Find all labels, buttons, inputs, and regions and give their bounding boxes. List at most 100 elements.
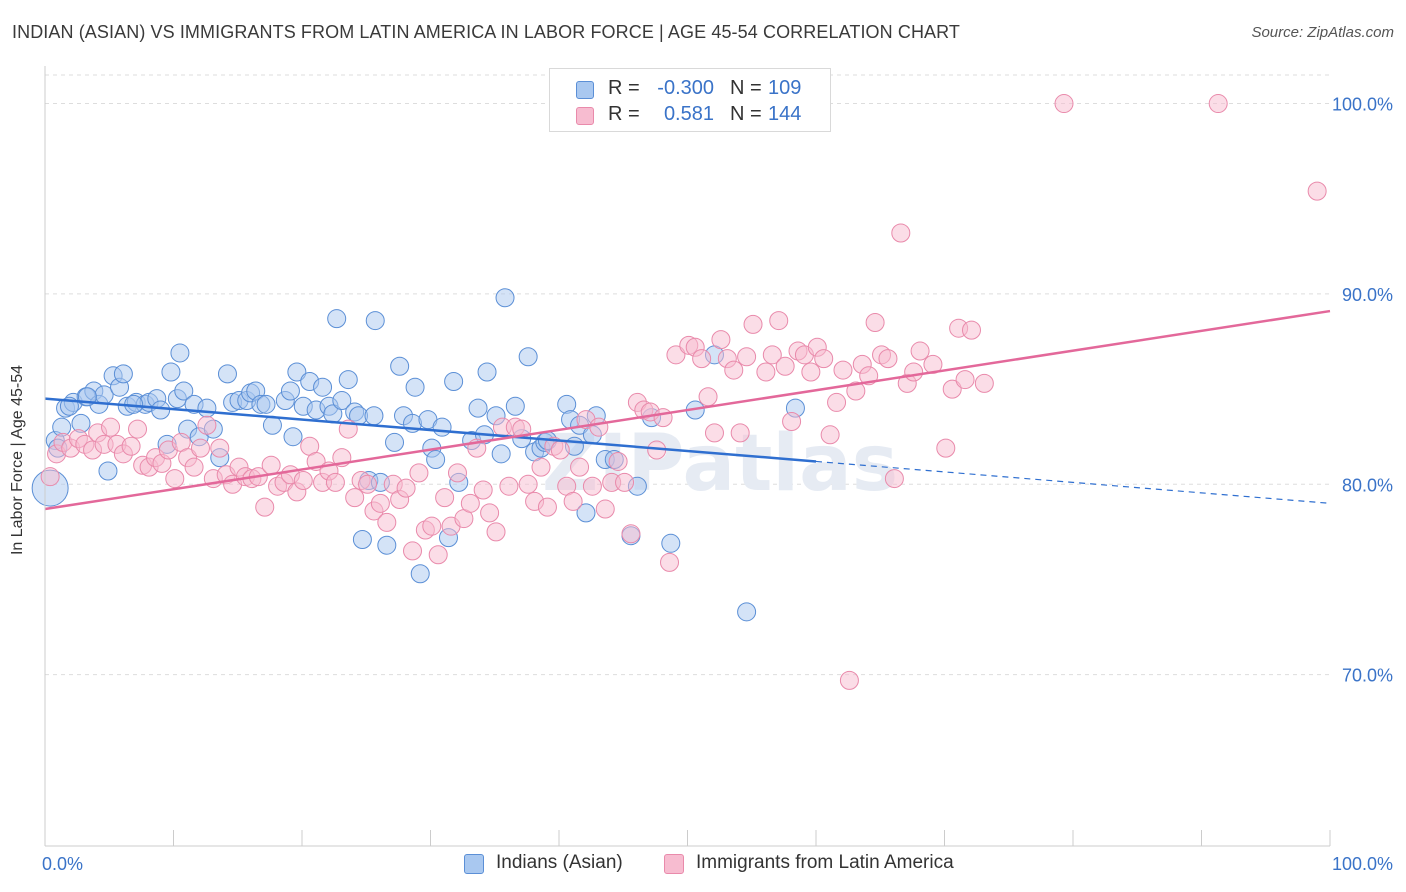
data-point-latin-america [846,381,866,401]
data-point-latin-america [255,497,275,517]
data-point-latin-america [615,472,635,492]
y-tick-label: 70.0% [1342,666,1393,686]
data-point-latin-america [358,474,378,494]
data-point-latin-america [724,360,744,380]
legend-r-value: 0.581 [663,103,714,125]
data-point-indians-asian [262,415,282,435]
data-point-latin-america [827,392,847,412]
y-tick-label: 90.0% [1342,285,1393,305]
data-point-indians-asian [661,533,681,553]
data-point-latin-america [595,499,615,519]
data-point-latin-america [692,349,712,369]
data-point-latin-america [589,417,609,437]
data-point-latin-america [878,349,898,369]
data-point-indians-asian [737,602,757,622]
data-point-indians-asian [477,362,497,382]
axes: 70.0% 80.0% 90.0% 100.0% 0.0% 100.0% [42,66,1393,874]
data-point-indians-asian [161,362,181,382]
data-point-latin-america [121,436,141,456]
data-point-latin-america [128,419,148,439]
y-axis-label: In Labor Force | Age 45-54 [9,364,26,556]
data-point-latin-america [422,516,442,536]
data-point-indians-asian [365,311,385,331]
data-point-latin-america [1208,94,1228,114]
data-point-indians-asian [283,427,303,447]
data-point-indians-asian [364,406,384,426]
data-point-indians-asian [256,394,276,414]
data-point-indians-asian [313,377,333,397]
data-point-latin-america [40,467,60,487]
data-point-indians-asian [338,370,358,390]
x-tick-label: 100.0% [1332,854,1393,874]
data-point-latin-america [428,545,448,565]
data-point-latin-america [891,223,911,243]
legend-r-value: -0.300 [657,77,714,99]
data-point-latin-america [210,438,230,458]
data-point-latin-america [531,457,551,477]
data-point-latin-america [820,425,840,445]
data-point-indians-asian [495,288,515,308]
data-point-latin-america [884,469,904,489]
data-point-latin-america [403,541,423,561]
data-point-latin-america [101,417,121,437]
legend-swatch-blue [576,81,594,99]
series-legend-swatch [464,854,484,874]
correlation-legend: R = -0.300 N = 109 R = 0.581 N = 144 [549,68,831,132]
data-point-latin-america [486,522,506,542]
data-point-latin-america [396,478,416,498]
data-point-latin-america [704,423,724,443]
data-point-indians-asian [174,381,194,401]
data-point-latin-america [936,438,956,458]
data-point-latin-america [190,438,210,458]
data-point-latin-america [460,493,480,513]
data-point-latin-america [608,451,628,471]
trend-line-indians-asian-projection [815,460,1331,504]
data-point-indians-asian [385,432,405,452]
data-point-latin-america [711,330,731,350]
data-point-latin-america [904,362,924,382]
data-point-indians-asian [113,364,133,384]
data-point-indians-asian [576,503,596,523]
data-point-indians-asian [377,535,397,555]
data-point-latin-america [730,423,750,443]
trend-lines [44,309,1331,511]
data-point-latin-america [345,488,365,508]
data-point-indians-asian [287,362,307,382]
data-point-latin-america [570,457,590,477]
data-point-indians-asian [332,391,352,411]
data-point-indians-asian [170,343,190,363]
data-point-latin-america [550,440,570,460]
data-point-latin-america [165,469,185,489]
data-point-latin-america [961,320,981,340]
data-point-latin-america [737,347,757,367]
legend-n-value: 109 [768,77,802,99]
data-point-latin-america [801,362,821,382]
legend-r-label: R = [608,77,640,99]
data-point-latin-america [660,552,680,572]
data-point-latin-america [409,463,429,483]
data-point-latin-america [197,415,217,435]
series-legend-swatch [664,854,684,874]
data-point-indians-asian [197,398,217,418]
legend-n-label: N = [730,77,762,99]
data-point-indians-asian [505,396,525,416]
legend-n-label: N = [730,103,762,125]
data-point-indians-asian [217,364,237,384]
data-point-latin-america [698,387,718,407]
data-point-latin-america [563,491,583,511]
data-point-latin-america [435,488,455,508]
data-point-latin-america [769,311,789,331]
data-point-indians-asian [352,530,372,550]
data-point-latin-america [839,670,859,690]
y-tick-label: 80.0% [1342,475,1393,495]
legend-swatch-pink [576,107,594,125]
data-point-indians-asian [432,417,452,437]
grid-lines [45,74,1330,676]
data-point-indians-asian [444,371,464,391]
trend-line-indians-asian [44,397,817,463]
data-point-indians-asian [280,381,300,401]
data-point-indians-asian [151,400,171,420]
series-legend: Indians (Asian) Immigrants from Latin Am… [0,852,1406,878]
data-point-latin-america [621,524,641,544]
